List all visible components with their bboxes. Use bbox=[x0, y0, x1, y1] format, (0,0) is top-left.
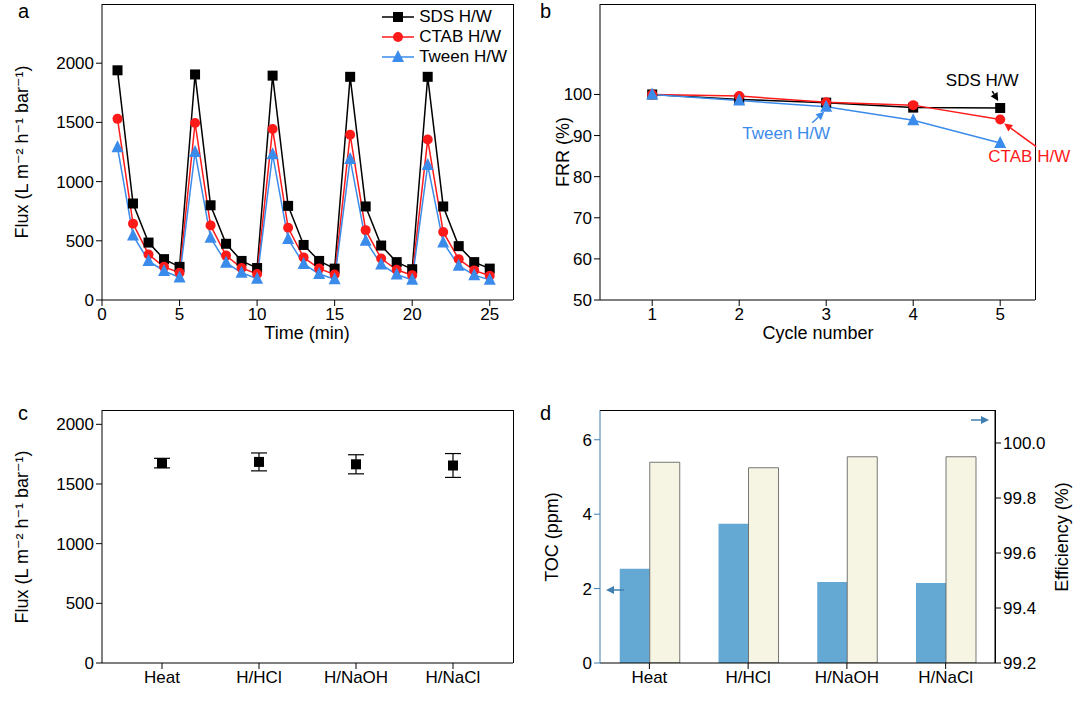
svg-text:6: 6 bbox=[583, 431, 592, 450]
svg-text:15: 15 bbox=[325, 305, 344, 324]
svg-text:2000: 2000 bbox=[56, 54, 94, 73]
svg-text:H/NaOH: H/NaOH bbox=[324, 668, 388, 687]
html-text:b: b bbox=[540, 0, 552, 22]
svg-text:60: 60 bbox=[573, 250, 592, 269]
svg-text:99.4: 99.4 bbox=[1003, 599, 1036, 618]
html-text:FRR (%): FRR (%) bbox=[552, 117, 573, 187]
svg-text:20: 20 bbox=[403, 305, 422, 324]
svg-text:2: 2 bbox=[734, 305, 743, 324]
html-text:Time (min): Time (min) bbox=[264, 322, 350, 343]
svg-text:2000: 2000 bbox=[56, 415, 94, 434]
html-text:SDS H/W: SDS H/W bbox=[419, 7, 492, 26]
svg-text:Heat: Heat bbox=[144, 668, 180, 687]
svg-text:1500: 1500 bbox=[56, 475, 94, 494]
svg-text:99.8: 99.8 bbox=[1003, 489, 1036, 508]
svg-text:90: 90 bbox=[573, 127, 592, 146]
html-text:a: a bbox=[18, 0, 30, 22]
svg-text:Tween H/W: Tween H/W bbox=[742, 124, 830, 143]
html-text:TOC (ppm): TOC (ppm) bbox=[541, 492, 562, 582]
html-text:Tween H/W: Tween H/W bbox=[419, 47, 507, 66]
svg-text:99.2: 99.2 bbox=[1003, 654, 1036, 673]
svg-text:99.6: 99.6 bbox=[1003, 544, 1036, 563]
svg-text:10: 10 bbox=[248, 305, 267, 324]
svg-text:4: 4 bbox=[908, 305, 917, 324]
svg-text:80: 80 bbox=[573, 168, 592, 187]
svg-text:0: 0 bbox=[85, 291, 94, 310]
svg-text:500: 500 bbox=[66, 594, 94, 613]
svg-text:100: 100 bbox=[564, 85, 592, 104]
svg-text:4: 4 bbox=[583, 505, 592, 524]
svg-text:H/HCl: H/HCl bbox=[725, 668, 770, 687]
svg-text:Heat: Heat bbox=[631, 668, 667, 687]
svg-text:H/NaOH: H/NaOH bbox=[815, 668, 879, 687]
svg-text:3: 3 bbox=[821, 305, 830, 324]
svg-text:500: 500 bbox=[66, 232, 94, 251]
svg-text:70: 70 bbox=[573, 209, 592, 228]
svg-text:H/HCl: H/HCl bbox=[236, 668, 281, 687]
svg-text:SDS H/W: SDS H/W bbox=[946, 71, 1019, 90]
svg-text:0: 0 bbox=[85, 654, 94, 673]
svg-text:CTAB H/W: CTAB H/W bbox=[988, 147, 1070, 166]
svg-text:50: 50 bbox=[573, 291, 592, 310]
svg-text:0: 0 bbox=[97, 305, 106, 324]
svg-text:2: 2 bbox=[583, 580, 592, 599]
svg-text:25: 25 bbox=[480, 305, 499, 324]
html-text:CTAB H/W: CTAB H/W bbox=[419, 27, 501, 46]
svg-text:0: 0 bbox=[583, 654, 592, 673]
svg-text:H/NaCl: H/NaCl bbox=[426, 668, 481, 687]
html-text:d: d bbox=[540, 402, 552, 424]
svg-text:1: 1 bbox=[647, 305, 656, 324]
svg-text:100.0: 100.0 bbox=[1003, 434, 1046, 453]
svg-text:H/NaCl: H/NaCl bbox=[918, 668, 973, 687]
html-text:Efficiency (%): Efficiency (%) bbox=[1051, 482, 1072, 592]
html-text:Flux (L m⁻² h⁻¹ bar⁻¹): Flux (L m⁻² h⁻¹ bar⁻¹) bbox=[12, 450, 32, 624]
svg-text:1000: 1000 bbox=[56, 535, 94, 554]
svg-text:5: 5 bbox=[995, 305, 1004, 324]
svg-text:5: 5 bbox=[175, 305, 184, 324]
html-text:c: c bbox=[18, 402, 28, 424]
svg-text:1000: 1000 bbox=[56, 173, 94, 192]
svg-text:1500: 1500 bbox=[56, 113, 94, 132]
html-text:Flux (L m⁻² h⁻¹ bar⁻¹): Flux (L m⁻² h⁻¹ bar⁻¹) bbox=[12, 65, 32, 239]
html-text:Cycle number: Cycle number bbox=[762, 322, 874, 343]
